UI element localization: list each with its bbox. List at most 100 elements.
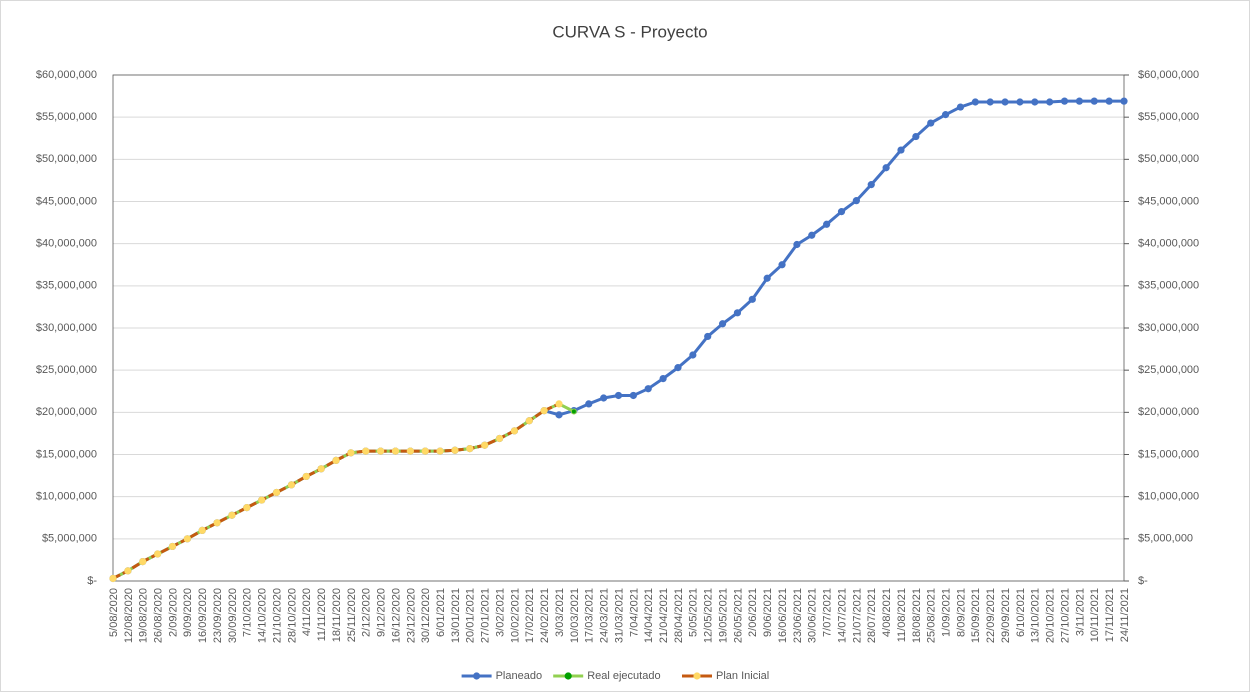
point <box>421 447 429 455</box>
y2-tick-label: $10,000,000 <box>1138 491 1199 503</box>
x-tick-label: 9/09/2020 <box>182 588 194 637</box>
point <box>347 449 355 457</box>
x-tick-label: 4/08/2021 <box>881 588 893 637</box>
point <box>124 567 132 575</box>
x-tick-label: 2/12/2020 <box>361 588 373 637</box>
point <box>927 119 935 127</box>
x-tick-label: 23/09/2020 <box>212 588 224 643</box>
y2-tick-label: $- <box>1138 575 1148 587</box>
point <box>213 519 221 527</box>
x-tick-label: 8/09/2021 <box>955 588 967 637</box>
x-tick-label: 28/04/2021 <box>673 588 685 643</box>
x-tick-label: 30/09/2020 <box>227 588 239 643</box>
point <box>674 364 682 372</box>
point <box>540 407 548 415</box>
point <box>986 98 994 106</box>
point <box>510 427 519 435</box>
point <box>302 472 310 481</box>
point <box>882 164 890 172</box>
point <box>718 320 727 328</box>
x-tick-label: 11/08/2021 <box>896 588 908 642</box>
chart-title: CURVA S - Proyecto <box>552 22 707 41</box>
y-tick-label: $30,000,000 <box>36 322 97 334</box>
point <box>763 274 771 282</box>
x-tick-label: 24/03/2021 <box>599 588 611 643</box>
point <box>778 261 786 269</box>
x-tick-label: 16/12/2020 <box>390 588 402 643</box>
point <box>154 550 162 558</box>
x-tick-label: 9/06/2021 <box>762 588 774 637</box>
point <box>971 98 979 106</box>
point <box>823 220 831 228</box>
point <box>733 309 742 317</box>
point <box>1001 98 1009 106</box>
point <box>258 496 266 504</box>
x-tick-label: 30/06/2021 <box>807 588 819 643</box>
x-tick-label: 25/08/2021 <box>926 588 938 643</box>
x-tick-label: 26/08/2020 <box>153 588 165 643</box>
x-tick-label: 18/08/2021 <box>911 588 923 643</box>
x-tick-label: 14/10/2020 <box>257 588 269 643</box>
series <box>109 400 563 583</box>
x-tick-label: 23/06/2021 <box>792 588 804 643</box>
x-tick-label: 10/11/2021 <box>1089 588 1101 642</box>
point <box>451 446 459 454</box>
x-tick-label: 3/03/2021 <box>554 588 566 637</box>
point <box>139 558 147 566</box>
x-tick-label: 15/09/2021 <box>970 588 982 643</box>
y-tick-label: $35,000,000 <box>36 280 97 292</box>
y-tick-label: $20,000,000 <box>36 406 97 418</box>
y-tick-label: $15,000,000 <box>36 448 97 460</box>
x-tick-label: 7/04/2021 <box>628 588 640 637</box>
x-tick-label: 28/10/2020 <box>286 588 298 643</box>
x-tick-label: 21/04/2021 <box>658 588 670 643</box>
y2-tick-label: $30,000,000 <box>1138 322 1199 334</box>
point <box>168 542 177 551</box>
y2-tick-label: $45,000,000 <box>1138 195 1199 207</box>
x-tick-label: 6/10/2021 <box>1015 588 1027 637</box>
x-tick-label: 19/08/2020 <box>138 588 150 643</box>
x-tick-label: 2/09/2020 <box>167 588 179 637</box>
x-tick-label: 3/11/2021 <box>1074 588 1086 636</box>
x-tick-label: 13/01/2021 <box>450 588 462 643</box>
point <box>243 504 251 512</box>
y-tick-label: $40,000,000 <box>36 238 97 250</box>
x-tick-label: 2/06/2021 <box>747 588 759 637</box>
point <box>287 481 296 489</box>
legend-marker <box>473 672 481 680</box>
point <box>704 332 712 341</box>
point <box>1031 98 1039 106</box>
point <box>629 391 637 400</box>
x-tick-label: 28/07/2021 <box>866 588 878 643</box>
x-tick-label: 13/10/2021 <box>1030 588 1042 643</box>
x-tick-label: 3/02/2021 <box>494 588 506 637</box>
point <box>228 511 236 519</box>
point <box>332 456 340 465</box>
point <box>644 385 652 393</box>
x-tick-label: 12/05/2021 <box>703 588 715 643</box>
point <box>808 231 816 239</box>
x-tick-label: 14/07/2021 <box>836 588 848 643</box>
point <box>837 208 846 216</box>
point <box>481 441 489 449</box>
point <box>1090 97 1098 105</box>
x-tick-label: 24/02/2021 <box>539 588 551 643</box>
y-tick-label: $45,000,000 <box>36 195 97 207</box>
point <box>406 447 414 455</box>
y-tick-label: $60,000,000 <box>36 69 97 81</box>
x-tick-label: 9/12/2020 <box>376 588 388 637</box>
point <box>897 146 905 154</box>
y2-tick-label: $5,000,000 <box>1138 533 1193 545</box>
point <box>555 400 563 408</box>
point <box>600 394 608 402</box>
y2-tick-label: $25,000,000 <box>1138 364 1199 376</box>
plot-frame <box>112 74 1125 582</box>
x-tick-label: 29/09/2021 <box>1000 588 1012 643</box>
x-tick-label: 6/01/2021 <box>435 588 447 637</box>
y-tick-label: $10,000,000 <box>36 491 97 503</box>
y-tick-label: $55,000,000 <box>36 111 97 123</box>
point <box>272 488 281 497</box>
legend-label: Planeado <box>496 670 542 682</box>
point <box>183 535 191 543</box>
